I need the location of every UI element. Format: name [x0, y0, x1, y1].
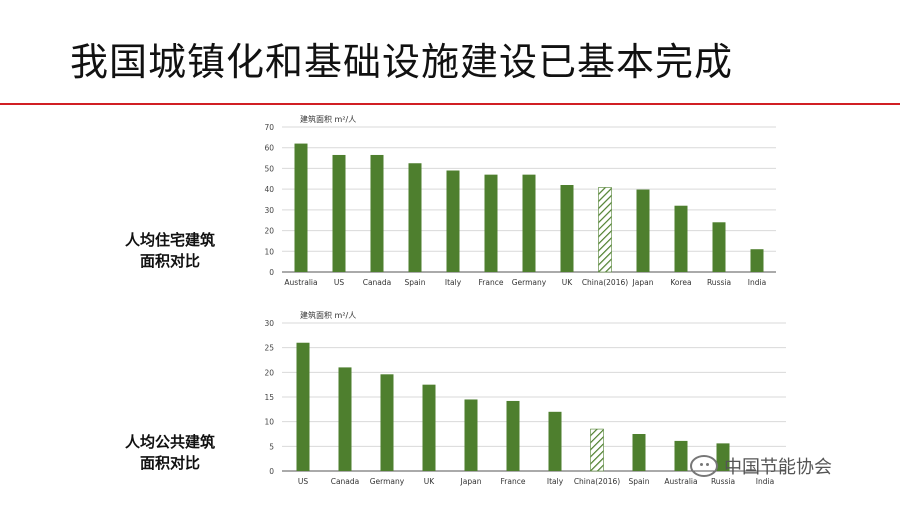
residential-bar-spain: [408, 163, 422, 272]
public-bar-australia: [674, 440, 688, 471]
residential-xtick-label: UK: [562, 278, 573, 287]
public-bar-canada: [338, 367, 352, 471]
residential-label-line-2: 面积对比: [139, 252, 200, 270]
public-bar-germany: [380, 374, 394, 471]
public-xtick-label: Japan: [460, 477, 482, 486]
residential-ytick-label: 70: [264, 123, 274, 132]
residential-bar-korea: [674, 205, 688, 272]
wechat-icon: [690, 455, 718, 477]
public-xtick-label: Italy: [547, 477, 564, 486]
residential-ytick-label: 40: [264, 185, 274, 194]
residential-xtick-label: Russia: [707, 278, 731, 287]
public-bar-china-2016-: [590, 428, 604, 472]
public-bar-uk: [422, 384, 436, 471]
residential-chart-label: 人均住宅建筑 面积对比: [95, 230, 245, 272]
residential-ytick-label: 50: [264, 164, 274, 173]
public-area-chart: 0 5 10 15 20 25 30 建筑面积 m²/人 US Canada Germany UK Ja…: [264, 310, 786, 486]
residential-bar-australia: [294, 143, 308, 272]
public-xtick-label: Australia: [664, 477, 697, 486]
public-xtick-label: India: [756, 477, 774, 486]
public-chart-label: 人均公共建筑 面积对比: [95, 432, 245, 474]
public-xtick-label: China(2016): [574, 477, 620, 486]
public-bar-us: [296, 342, 310, 471]
residential-ytick-label: 10: [264, 247, 274, 256]
public-xtick-label: US: [298, 477, 308, 486]
residential-bar-china-2016-: [598, 187, 612, 273]
residential-xtick-label: Canada: [363, 278, 392, 287]
public-xtick-label: UK: [424, 477, 435, 486]
watermark: 中国节能协会: [690, 452, 832, 480]
residential-xtick-label: Spain: [405, 278, 426, 287]
public-ytick-label: 0: [269, 467, 274, 476]
residential-xtick-label: Japan: [632, 278, 654, 287]
public-ytick-label: 5: [269, 442, 274, 451]
residential-bar-france: [484, 174, 498, 272]
residential-ytick-label: 60: [264, 144, 274, 153]
slide-title: 我国城镇化和基础设施建设已基本完成: [70, 40, 734, 84]
public-ytick-label: 15: [264, 393, 274, 402]
public-bar-france: [506, 400, 520, 471]
residential-bar-italy: [446, 170, 460, 272]
residential-xtick-label: Germany: [512, 278, 547, 287]
residential-label-line-1: 人均住宅建筑: [124, 231, 215, 249]
residential-xtick-label: India: [748, 278, 766, 287]
residential-xtick-label: US: [334, 278, 344, 287]
residential-bar-india: [750, 249, 764, 272]
public-xtick-label: Canada: [331, 477, 360, 486]
public-ytick-label: 20: [264, 368, 274, 377]
residential-bar-us: [332, 154, 346, 272]
residential-area-chart: 0 10 20 30 40 50 60 70 建筑面积 m²/人 Australia US Canad…: [264, 114, 776, 287]
residential-ytick-label: 30: [264, 206, 274, 215]
public-label-line-2: 面积对比: [139, 454, 200, 472]
residential-ylabel: 建筑面积 m²/人: [300, 114, 356, 124]
public-ytick-label: 10: [264, 418, 274, 427]
public-bar-italy: [548, 411, 562, 471]
residential-xtick-label: China(2016): [582, 278, 628, 287]
public-xtick-label: Russia: [711, 477, 735, 486]
residential-ytick-label: 20: [264, 227, 274, 236]
public-xtick-label: France: [501, 477, 526, 486]
residential-xtick-label: Italy: [445, 278, 462, 287]
residential-xtick-label: Korea: [670, 278, 691, 287]
public-ytick-label: 30: [264, 319, 274, 328]
public-xtick-label: Spain: [629, 477, 650, 486]
residential-bar-germany: [522, 174, 536, 272]
residential-bar-russia: [712, 222, 726, 272]
public-ylabel: 建筑面积 m²/人: [300, 310, 356, 320]
title-divider: [0, 103, 900, 105]
residential-bar-japan: [636, 189, 650, 272]
watermark-text: 中国节能协会: [724, 457, 832, 478]
public-bar-spain: [632, 434, 646, 471]
residential-bar-canada: [370, 154, 384, 272]
residential-xtick-label: France: [479, 278, 504, 287]
residential-xtick-label: Australia: [284, 278, 317, 287]
public-xtick-label: Germany: [370, 477, 405, 486]
residential-bar-uk: [560, 185, 574, 272]
public-label-line-1: 人均公共建筑: [124, 433, 215, 451]
public-bar-russia: [716, 443, 730, 471]
public-ytick-label: 25: [264, 344, 274, 353]
public-bar-japan: [464, 399, 478, 471]
residential-ytick-label: 0: [269, 268, 274, 277]
